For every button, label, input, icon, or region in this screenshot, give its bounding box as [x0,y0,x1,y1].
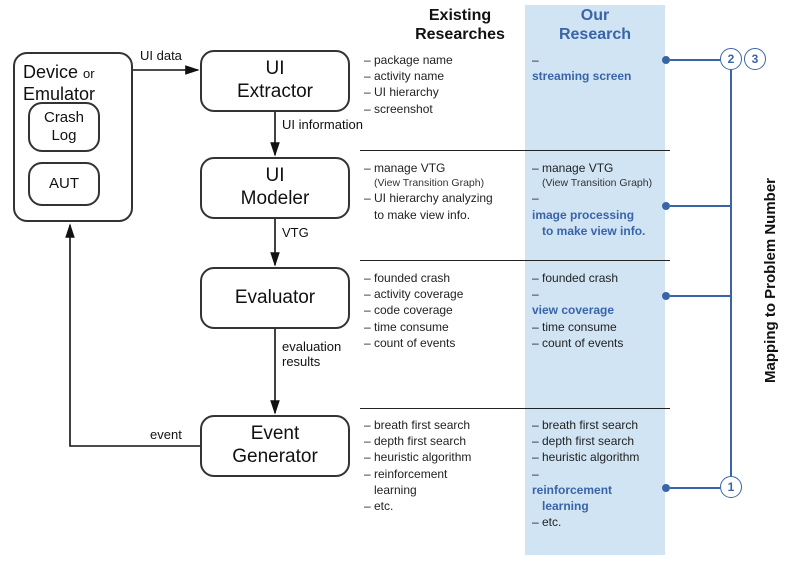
connector-vertical [730,70,732,476]
header-our-text: OurResearch [559,7,631,43]
evaluator-box: Evaluator [200,267,350,329]
vtg-label: VTG [282,225,309,240]
divider-1 [360,150,670,151]
connector-dot-view-coverage [662,292,670,300]
ui-modeler-label: UIModeler [241,165,310,211]
eval-res-label: evaluationresults [282,340,341,370]
ui-extractor-label: UIExtractor [237,58,313,104]
existing-modeler-bullets: – manage VTG(View Transition Graph)– UI … [364,160,493,223]
aut-box: AUT [28,162,100,206]
existing-evaluator-bullets: – founded crash– activity coverage– code… [364,270,463,351]
header-our: OurResearch [535,6,655,44]
existing-extractor-bullets: – package name– activity name– UI hierar… [364,52,453,117]
ui-modeler-box: UIModeler [200,157,350,219]
device-title: Device orEmulator [23,62,95,105]
aut-label: AUT [49,175,79,193]
connector-h-viewcov [670,295,731,297]
our-modeler-bullets: – manage VTG(View Transition Graph)– ima… [532,160,652,239]
event-generator-box: EventGenerator [200,415,350,477]
problem-number-1: 1 [720,476,742,498]
connector-line-streaming [670,59,720,61]
connector-line-rl [670,487,720,489]
connector-dot-rl [662,484,670,492]
connector-dot-image-processing [662,202,670,210]
existing-generator-bullets: – breath first search– depth first searc… [364,417,471,514]
problem-number-3: 3 [744,48,766,70]
ui-info-label: UI information [282,117,363,132]
problem-number-2: 2 [720,48,742,70]
ui-extractor-box: UIExtractor [200,50,350,112]
event-generator-label: EventGenerator [232,423,318,469]
crash-log-box: CrashLog [28,102,100,152]
mapping-label: Mapping to Problem Number [762,150,779,410]
crash-log-label: CrashLog [44,109,84,145]
our-extractor-bullets: – streaming screen [532,52,631,84]
ui-data-label: UI data [140,48,182,63]
our-evaluator-bullets: – founded crash– view coverage– time con… [532,270,623,351]
our-generator-bullets: – breath first search– depth first searc… [532,417,639,530]
event-label: event [150,427,182,442]
connector-h-imageproc [670,205,731,207]
divider-2 [360,260,670,261]
header-existing: ExistingResearches [395,6,525,44]
evaluator-label: Evaluator [235,287,315,310]
divider-3 [360,408,670,409]
header-existing-text: ExistingResearches [415,7,505,43]
connector-dot-streaming [662,56,670,64]
